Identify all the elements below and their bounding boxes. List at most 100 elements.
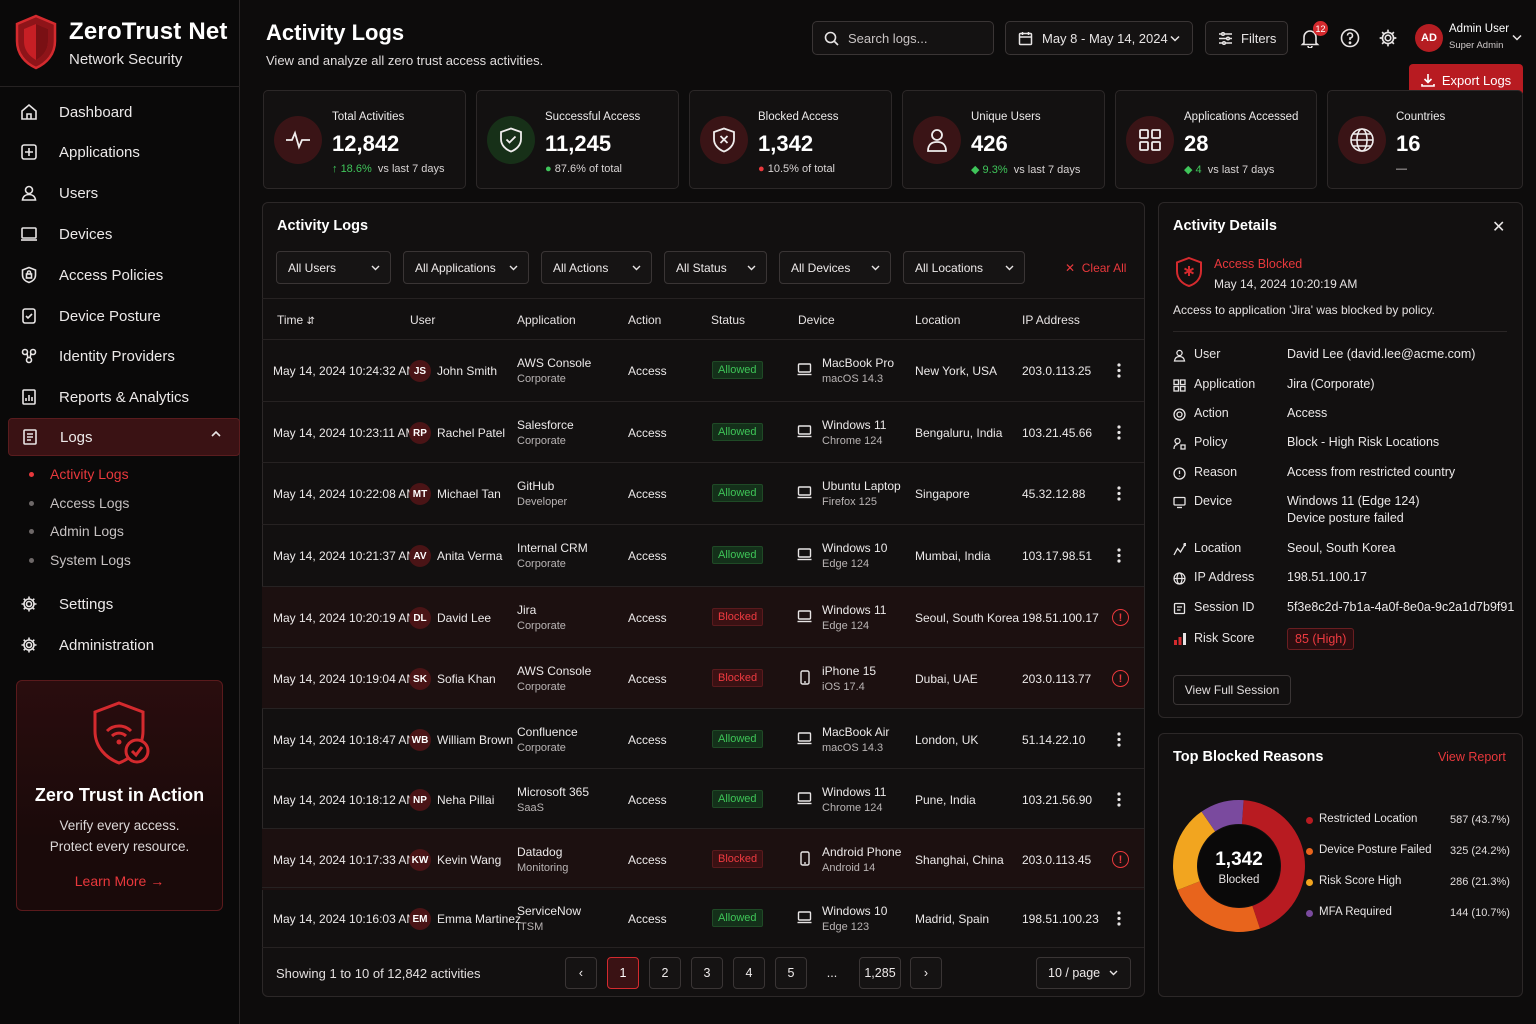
- sidebar-item-dashboard[interactable]: Dashboard: [8, 93, 240, 131]
- settings-button[interactable]: [1376, 26, 1400, 50]
- cell-device-detail: Edge 124: [822, 558, 870, 570]
- more-options-icon[interactable]: [1117, 363, 1121, 378]
- app-logo[interactable]: ZeroTrust Net Network Security: [14, 14, 234, 74]
- legend-value-risk-score-high: 286 (21.3%): [1450, 876, 1510, 888]
- more-options-icon[interactable]: [1117, 425, 1121, 440]
- view-report-link[interactable]: View Report: [1438, 750, 1506, 764]
- page-button-1[interactable]: 1: [607, 957, 639, 989]
- alert-icon[interactable]: !: [1112, 851, 1129, 868]
- sidebar-subitem-system-logs[interactable]: System Logs: [29, 552, 131, 568]
- table-row[interactable]: May 14, 2024 10:18:12 AM NP Neha Pillai Mic…: [262, 769, 1144, 830]
- session-icon: [1173, 602, 1186, 620]
- chevron-down-icon: [1005, 265, 1014, 271]
- cell-user: Rachel Patel: [437, 426, 506, 440]
- cell-device: MacBook Air: [822, 725, 890, 739]
- page-button-3[interactable]: 3: [691, 957, 723, 989]
- sidebar-item-administration[interactable]: Administration: [8, 626, 240, 664]
- column-header-time[interactable]: Time ⇵: [277, 313, 315, 327]
- sidebar-item-logs[interactable]: Logs: [8, 418, 240, 456]
- sidebar-subitem-admin-logs[interactable]: Admin Logs: [29, 523, 124, 539]
- user-avatar: DL: [409, 607, 431, 629]
- sidebar-item-reports[interactable]: Reports & Analytics: [8, 378, 240, 416]
- table-row[interactable]: May 14, 2024 10:18:47 AM WB William Brown C…: [262, 709, 1144, 770]
- filter-users[interactable]: All Users: [276, 251, 391, 284]
- event-timestamp: May 14, 2024 10:20:19 AM: [1214, 277, 1358, 291]
- table-row[interactable]: May 14, 2024 10:24:32 AM JS John Smith AWS …: [262, 340, 1144, 401]
- user-menu-chevron-icon[interactable]: [1512, 34, 1522, 41]
- notifications-button[interactable]: 12: [1298, 21, 1328, 50]
- clear-all-button[interactable]: ✕ Clear All: [1065, 261, 1126, 275]
- user-avatar[interactable]: AD: [1415, 24, 1443, 52]
- sidebar-item-applications[interactable]: Applications: [8, 133, 240, 171]
- cell-user: Emma Martinez: [437, 912, 522, 926]
- divider: [262, 339, 1144, 340]
- stat-change: 87.6%: [554, 163, 586, 175]
- notification-badge: 12: [1313, 21, 1328, 36]
- sidebar-item-access-policies[interactable]: Access Policies: [8, 256, 240, 294]
- donut-slice-restricted-location[interactable]: [1241, 800, 1305, 929]
- more-options-icon[interactable]: [1117, 486, 1121, 501]
- view-full-session-button[interactable]: View Full Session: [1173, 675, 1291, 705]
- filter-status[interactable]: All Status: [664, 251, 767, 284]
- legend-item-device-posture-failed: Device Posture Failed: [1306, 844, 1432, 856]
- more-options-icon[interactable]: [1117, 548, 1121, 563]
- download-icon: [1421, 74, 1435, 87]
- sidebar-subitem-access-logs[interactable]: Access Logs: [29, 495, 129, 511]
- filter-actions[interactable]: All Actions: [541, 251, 652, 284]
- table-row[interactable]: May 14, 2024 10:20:19 AM DL David Lee Jira C…: [262, 587, 1144, 648]
- learn-more-label: Learn More: [74, 873, 147, 889]
- alert-icon[interactable]: !: [1112, 670, 1129, 687]
- stat-value: 426: [971, 131, 1008, 156]
- more-options-icon[interactable]: [1117, 911, 1121, 926]
- divider: [262, 708, 1144, 709]
- table-row[interactable]: May 14, 2024 10:22:08 AM MT Michael Tan Git…: [262, 463, 1144, 524]
- cell-action: Access: [628, 733, 667, 747]
- sidebar-item-identity-providers[interactable]: Identity Providers: [8, 337, 240, 375]
- sidebar-item-settings[interactable]: Settings: [8, 585, 240, 623]
- table-row[interactable]: May 14, 2024 10:19:04 AM SK Sofia Khan AWS …: [262, 648, 1144, 709]
- date-range-value: May 8 - May 14, 2024: [1042, 30, 1168, 46]
- search-input[interactable]: Search logs...: [812, 21, 994, 55]
- legend-swatch: [1306, 879, 1313, 886]
- detail-label: Action: [1194, 406, 1229, 420]
- date-range-picker[interactable]: May 8 - May 14, 2024: [1005, 21, 1193, 55]
- divider: [262, 401, 1144, 402]
- help-button[interactable]: [1338, 26, 1362, 50]
- next-page-button[interactable]: ›: [910, 957, 942, 989]
- filter-devices[interactable]: All Devices: [779, 251, 891, 284]
- donut-slice-mfa-required[interactable]: [1201, 800, 1244, 832]
- page-button-2[interactable]: 2: [649, 957, 681, 989]
- filter-locations[interactable]: All Locations: [903, 251, 1025, 284]
- learn-more-link[interactable]: Learn More →: [17, 873, 222, 889]
- page-button-5[interactable]: 5: [775, 957, 807, 989]
- table-row[interactable]: May 14, 2024 10:23:11 AM RP Rachel Patel Sa…: [262, 402, 1144, 463]
- sidebar-subitem-activity-logs[interactable]: Activity Logs: [29, 466, 129, 482]
- filters-button[interactable]: Filters: [1205, 21, 1288, 55]
- more-options-icon[interactable]: [1117, 792, 1121, 807]
- divider: [262, 768, 1144, 769]
- filter-applications[interactable]: All Applications: [403, 251, 529, 284]
- sidebar-item-users[interactable]: Users: [8, 174, 240, 212]
- previous-page-button[interactable]: ‹: [565, 957, 597, 989]
- sidebar-item-label: Reports & Analytics: [59, 388, 190, 406]
- page-button-last[interactable]: 1,285: [859, 957, 901, 989]
- user-name[interactable]: Admin User: [1449, 23, 1510, 35]
- close-icon[interactable]: ✕: [1492, 219, 1506, 236]
- table-row[interactable]: May 14, 2024 10:17:33 AM KW Kevin Wang Data…: [262, 829, 1144, 890]
- sidebar-item-devices[interactable]: Devices: [8, 215, 240, 253]
- page-size-select[interactable]: 10 / page: [1036, 957, 1131, 989]
- divider: [262, 586, 1144, 587]
- table-row[interactable]: May 14, 2024 10:16:03 AM EM Emma Martinez S…: [262, 888, 1144, 949]
- table-row[interactable]: May 14, 2024 10:21:37 AM AV Anita Verma Int…: [262, 525, 1144, 586]
- more-options-icon[interactable]: [1117, 732, 1121, 747]
- alert-icon[interactable]: !: [1112, 609, 1129, 626]
- status-badge: Allowed: [712, 730, 763, 748]
- cell-location: Bengaluru, India: [915, 426, 1003, 440]
- filter-label: All Locations: [915, 260, 984, 275]
- legend-label: MFA Required: [1319, 906, 1392, 918]
- donut-slice-device-posture-failed[interactable]: [1177, 881, 1260, 932]
- donut-slice-risk-score-high[interactable]: [1173, 811, 1216, 891]
- page-button-4[interactable]: 4: [733, 957, 765, 989]
- sidebar-item-device-posture[interactable]: Device Posture: [8, 297, 240, 335]
- laptop-icon: [797, 610, 812, 628]
